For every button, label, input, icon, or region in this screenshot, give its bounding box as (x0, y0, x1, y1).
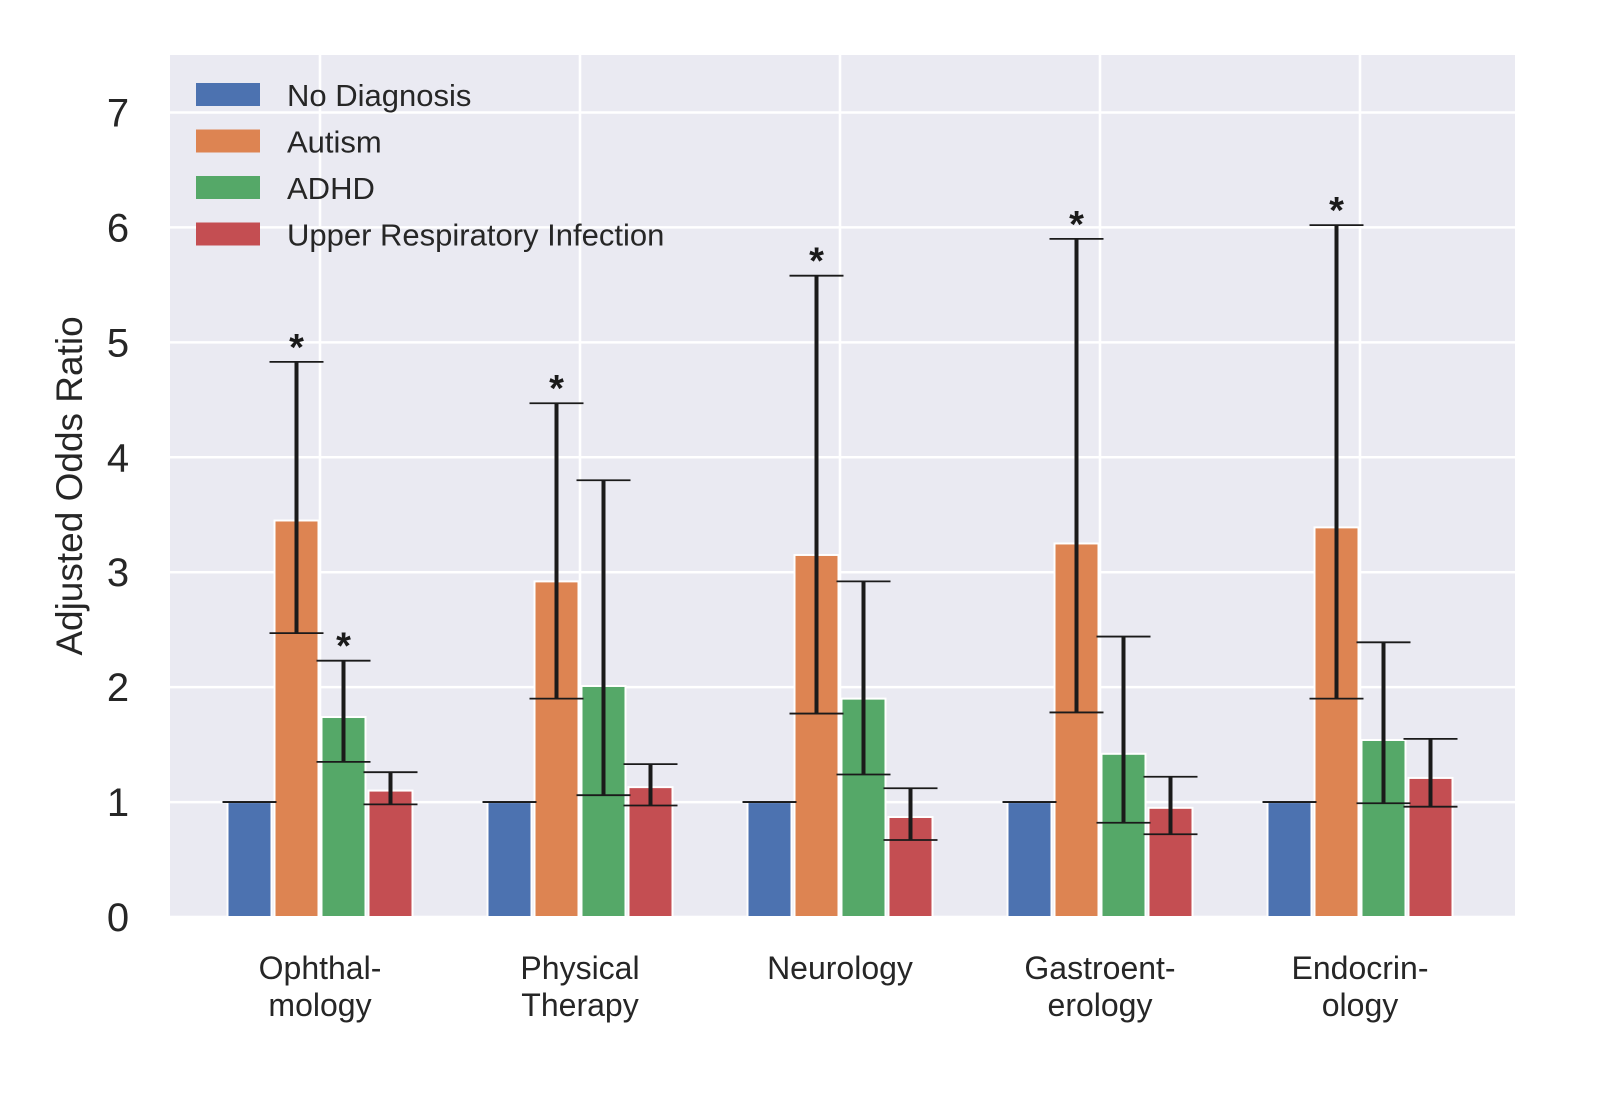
bar (1006, 801, 1053, 918)
legend-swatch (196, 222, 260, 246)
x-tick-label: Gastroent- (1024, 950, 1175, 986)
x-tick-label: ology (1322, 987, 1399, 1023)
legend-swatch (196, 129, 260, 153)
significance-marker: * (809, 241, 824, 283)
x-tick-label: Therapy (521, 987, 638, 1023)
legend-label: Upper Respiratory Infection (287, 218, 664, 253)
significance-marker: * (549, 368, 564, 410)
legend-label: ADHD (287, 171, 375, 206)
legend-swatch (196, 83, 260, 106)
bar (627, 786, 674, 918)
significance-marker: * (336, 626, 351, 668)
y-tick-label: 3 (107, 551, 129, 595)
y-tick-label: 5 (107, 321, 129, 365)
y-axis-label: Adjusted Odds Ratio (49, 316, 90, 655)
error-bars (222, 224, 1458, 841)
legend-label: No Diagnosis (287, 78, 471, 113)
x-tick-label: erology (1048, 987, 1153, 1023)
x-tick-label: Endocrin- (1292, 950, 1429, 986)
y-tick-label: 2 (107, 666, 129, 710)
y-tick-label: 0 (107, 896, 129, 940)
y-axis-ticks: 0 1 2 3 4 5 6 7 (107, 91, 129, 940)
x-tick-label: Ophthal- (259, 950, 382, 986)
bar (746, 801, 793, 918)
significance-marker: * (1069, 204, 1084, 246)
x-tick-label: Physical (520, 950, 639, 986)
y-tick-label: 6 (107, 206, 129, 250)
x-tick-label: Neurology (767, 950, 913, 986)
x-tick-label: mology (268, 987, 371, 1023)
bar (367, 789, 414, 918)
significance-marker: * (289, 327, 304, 369)
legend-label: Autism (287, 125, 382, 160)
legend: No Diagnosis Autism ADHD Upper Respiratory … (196, 78, 664, 253)
y-tick-label: 1 (107, 781, 129, 825)
bar (486, 801, 533, 918)
y-tick-label: 4 (107, 436, 129, 480)
significance-markers: * * * * * * (289, 190, 1344, 668)
bar (226, 801, 273, 918)
significance-marker: * (1329, 190, 1344, 232)
bar (1266, 801, 1313, 918)
legend-swatch (196, 176, 260, 199)
y-tick-label: 7 (107, 91, 129, 135)
